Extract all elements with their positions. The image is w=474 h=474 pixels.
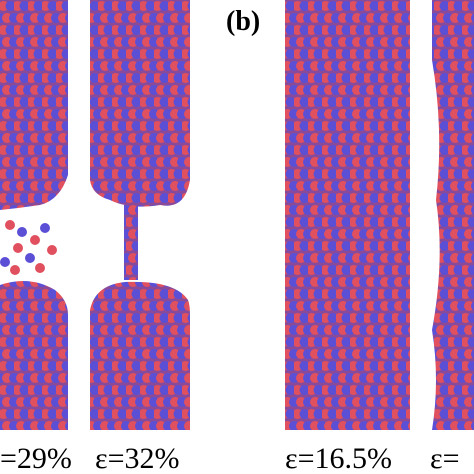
column (285, 0, 410, 430)
column-lower (90, 281, 190, 430)
panel-label: (b) (226, 6, 260, 37)
strain-label: ε=32% (95, 442, 180, 474)
strain-label: ε=16.5% (285, 442, 392, 474)
column (432, 0, 474, 430)
atom-columns (0, 0, 474, 430)
strain-label: =29% (0, 442, 72, 474)
column-upper (0, 0, 68, 210)
column-lower (0, 281, 68, 430)
neck (124, 205, 138, 280)
strain-label: ε= (430, 442, 460, 474)
neck-atoms (0, 220, 57, 275)
column-upper (90, 0, 190, 207)
